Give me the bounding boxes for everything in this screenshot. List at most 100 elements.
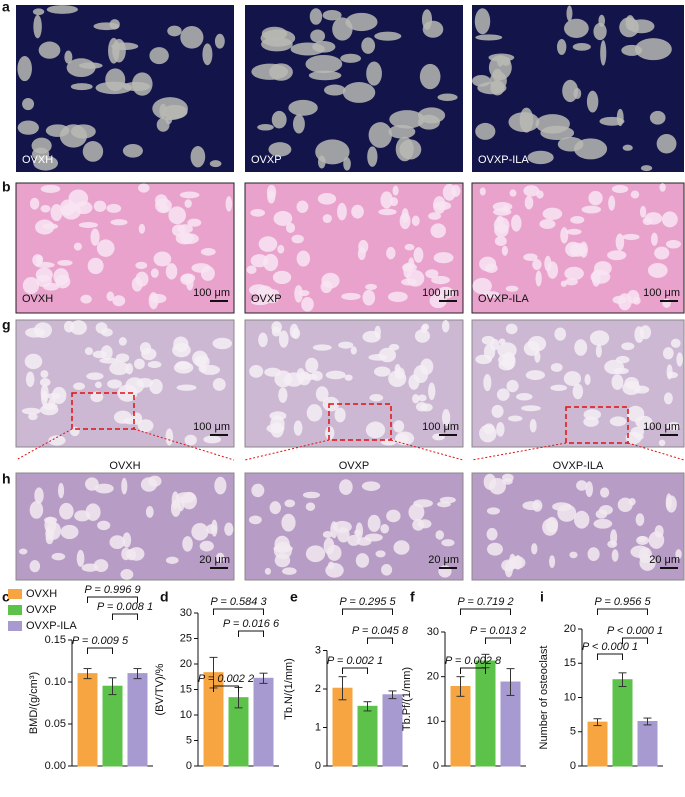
texture [557,504,577,522]
texture [343,157,351,171]
texture [670,338,681,348]
texture [474,8,491,35]
texture [120,569,134,580]
texture [45,532,54,545]
group-label: OVXH [22,293,53,305]
error-bar [133,668,142,680]
texture [483,291,500,299]
texture [246,265,257,274]
texture [433,252,454,264]
group-title: OVXH [109,460,140,472]
texture [589,330,610,346]
group-label: OVXP [251,154,282,166]
scale-bar-label: 100 μm [643,287,680,299]
error-bar [456,676,465,697]
texture [583,416,599,427]
texture [355,553,370,568]
texture [611,374,624,390]
texture [90,391,104,403]
y-tick-label: 10 [180,709,192,721]
texture [165,428,174,446]
texture [107,379,123,389]
y-axis-label: (BV/TV)/% [154,663,166,715]
texture [270,422,284,438]
texture [296,200,309,213]
y-tick-label: 0.10 [45,676,66,688]
texture [40,184,61,193]
texture [365,421,386,439]
texture [413,247,424,263]
texture [112,295,126,307]
scale-bar-label: 100 μm [643,421,680,433]
texture [139,342,152,355]
texture [330,521,338,539]
texture [388,291,408,303]
texture [302,491,320,499]
texture [501,57,511,66]
texture [291,234,304,244]
p-value: P = 0.016 6 [223,618,280,630]
texture [323,537,335,555]
legend-swatch [8,605,22,615]
texture [149,378,163,395]
y-tick-label: 10 [427,715,439,727]
legend-swatch [8,589,22,599]
texture [593,518,613,529]
texture [554,327,567,341]
texture [165,115,173,125]
scale-bar-label: 100 μm [193,421,230,433]
texture [118,337,127,346]
texture [113,410,132,424]
texture [441,409,451,427]
texture [486,542,503,556]
texture [562,79,579,103]
texture [570,215,585,224]
scale-bar-label: 20 μm [649,554,680,566]
texture [547,261,559,279]
y-tick-label: 20 [180,658,192,670]
texture [401,208,409,224]
y-axis-label: BMD/(g/cm³) [28,672,40,734]
texture [36,274,52,288]
texture [472,277,492,295]
texture [404,243,415,251]
texture [483,344,496,360]
texture [402,263,417,272]
texture [301,296,314,312]
y-tick-label: 0.15 [45,634,66,646]
texture [266,296,279,304]
texture [430,223,446,239]
texture [420,358,434,375]
texture [325,370,346,380]
bar [102,685,123,767]
p-value: P = 0.002 2 [198,673,254,685]
texture [362,289,376,306]
texture [110,219,128,226]
texture [584,373,591,386]
texture [572,383,584,400]
y-tick-label: 5 [570,726,576,738]
texture [392,185,399,196]
texture [109,361,129,376]
texture [486,507,500,515]
y-tick-label: 2 [315,683,321,695]
texture [381,563,393,576]
texture [342,82,376,103]
error-bar [643,717,652,726]
y-tick-label: 0 [433,760,439,772]
texture [122,144,143,158]
legend-swatch [8,621,22,631]
scale-bar-label: 100 μm [422,287,459,299]
texture [412,518,425,531]
texture [215,552,225,563]
error-bar [388,690,397,700]
texture [18,548,28,555]
texture [73,242,82,251]
texture [662,347,674,360]
y-axis-label: Tb.N/(1/mm) [283,658,295,720]
texture [437,93,458,102]
texture [40,404,59,416]
error-bar [618,672,627,688]
texture [97,520,111,531]
texture [490,79,505,96]
